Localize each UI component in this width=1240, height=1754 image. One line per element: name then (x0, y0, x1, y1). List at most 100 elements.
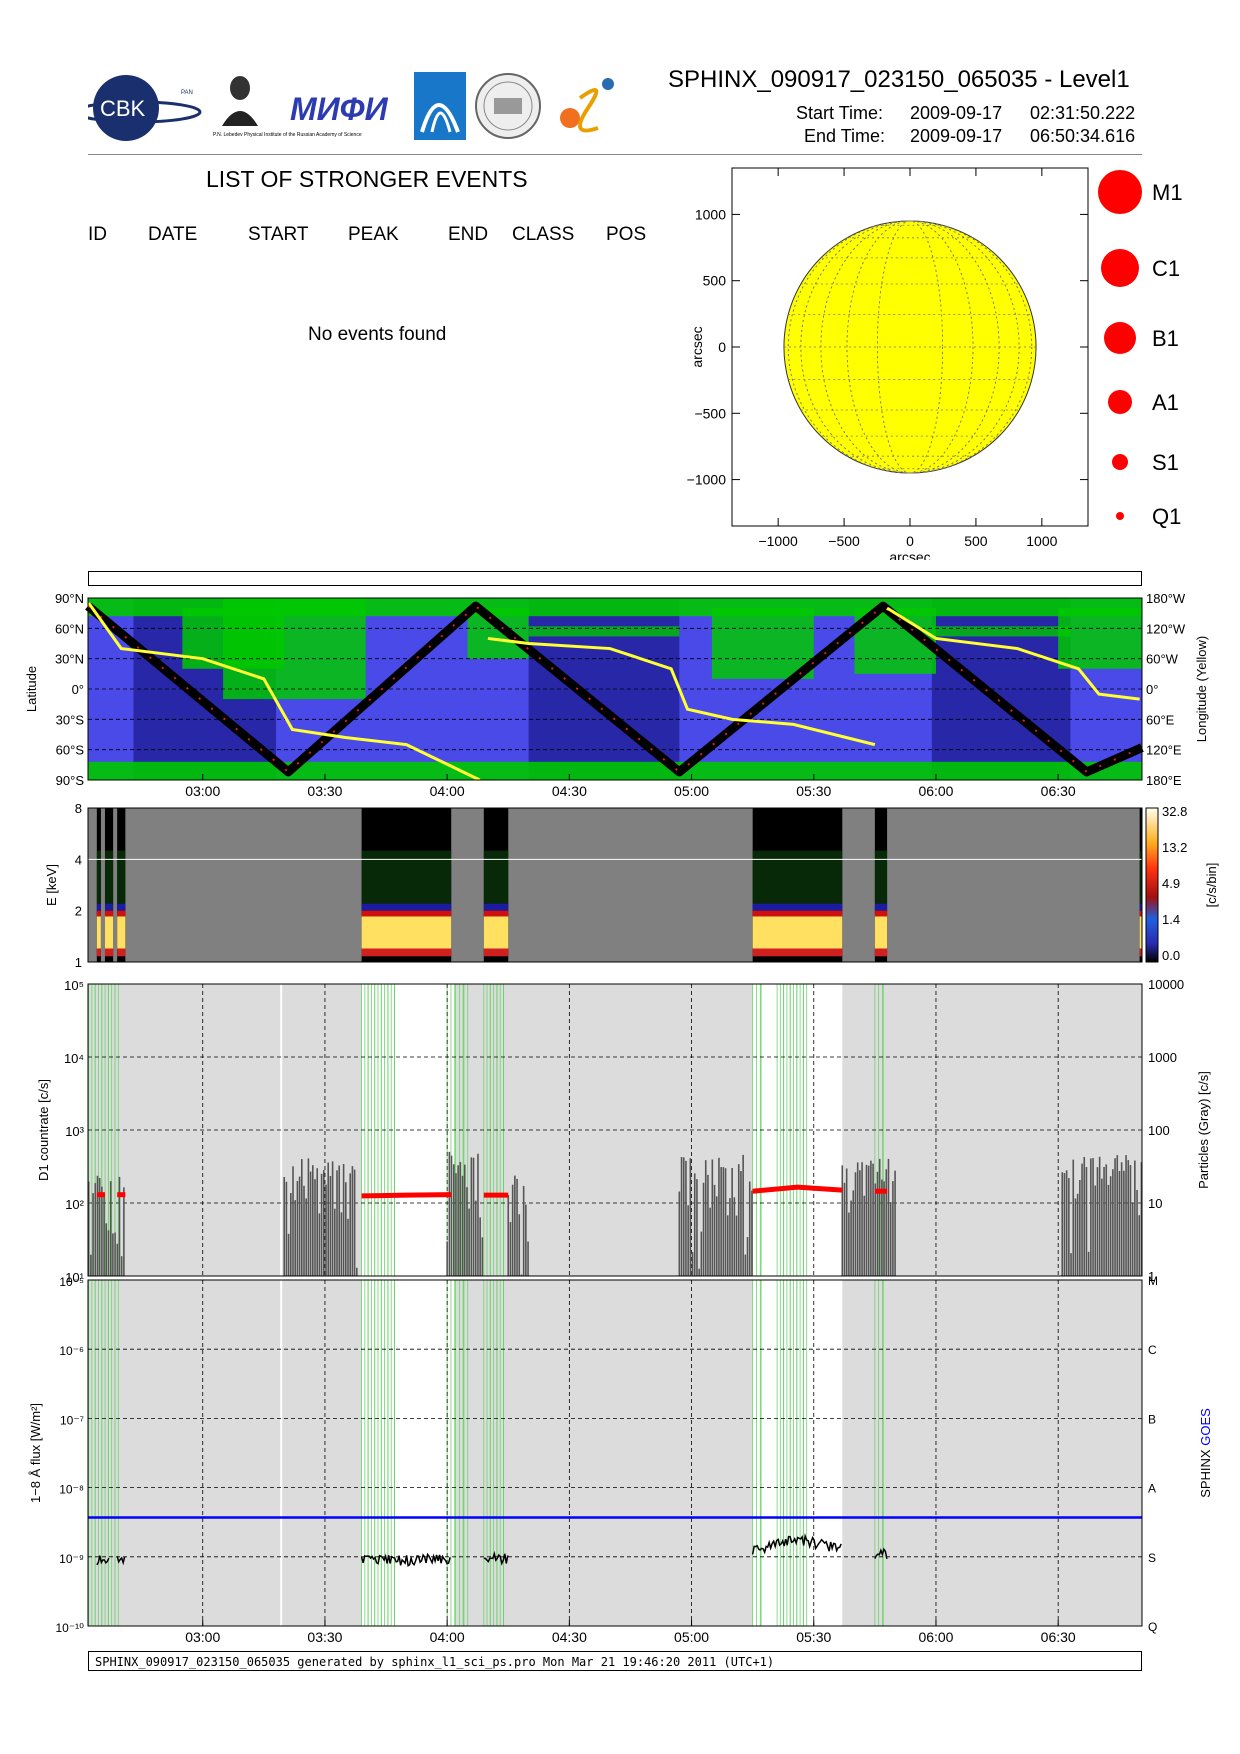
spectrum-band-yellow (96, 916, 101, 949)
disk-grid (783, 220, 1037, 474)
spectrum-band-high (483, 850, 509, 904)
spectrum-band-red (874, 910, 888, 917)
start-time: 02:31:50.222 (1030, 103, 1136, 123)
x-tick-label: −1000 (758, 533, 798, 549)
blank-bar (88, 571, 1142, 586)
spectrum-band-yellow (874, 916, 888, 949)
lat-tick-label: 0° (72, 682, 84, 697)
flux-tick-label: 10⁻⁶ (59, 1344, 84, 1358)
sphinx-flux-segment (96, 1555, 110, 1566)
orbit-x-tick-label: 05:30 (796, 783, 831, 799)
cbk-logo-text: CBK (100, 96, 146, 121)
lat-tick-label: 60°S (56, 743, 85, 758)
spectrum-band-red (104, 910, 114, 917)
spectrum-band-red (117, 910, 126, 917)
spectrum-band-red (1139, 910, 1142, 917)
spectrum-band-blue (1139, 903, 1142, 911)
meridian-line (800, 220, 1020, 474)
countrate-y-label: D1 countrate [c/s] (36, 1079, 51, 1181)
flux-frame (87, 1279, 1143, 1627)
particle-zone-patch (931, 626, 1071, 637)
sphinx-flux-segment (483, 1550, 509, 1566)
sphinx-flux-segment (874, 1547, 888, 1560)
lon-tick-label: 180°W (1146, 591, 1186, 606)
colorbar-tick-label: 13.2 (1162, 840, 1187, 855)
sphinx-flux-segment (116, 1555, 126, 1566)
lebedev-caption: P.N. Lebedev Physical Institute of the R… (213, 132, 362, 138)
spectrum-band-high (117, 850, 126, 904)
particle-zone-patch (467, 608, 529, 659)
energy-tick-label: 2 (75, 904, 82, 919)
legend-marker-m1 (1098, 170, 1142, 214)
d1-countrate-segment (361, 1192, 452, 1199)
spectrum-band-blue (874, 903, 888, 911)
countrate-tick-label: 10¹ (65, 1270, 84, 1285)
longitude-track (87, 602, 1140, 782)
flux-x-tick-label: 06:00 (918, 1629, 953, 1645)
lebedev-logo: P.N. Lebedev Physical Institute of the R… (213, 72, 362, 138)
y-tick-label: −500 (694, 405, 726, 421)
spectrum-band-high (752, 850, 843, 904)
colorbar (1145, 807, 1159, 963)
lat-tick-label: 30°N (55, 652, 84, 667)
end-date: 2009-09-17 (910, 126, 1003, 146)
spectrum-band-high (1139, 850, 1142, 904)
white-interval (451, 1280, 456, 1626)
spectrum-band-high (96, 850, 101, 904)
orbit-x-tick-label: 06:00 (918, 783, 953, 799)
flux-class-label: Q (1148, 1620, 1157, 1634)
goes-series-label: GOES (1198, 1408, 1213, 1446)
legend-marker-b1 (1104, 322, 1136, 354)
particle-y-label: Particles (Gray) [c/s] (1196, 1071, 1211, 1189)
no-events-text: No events found (308, 324, 447, 345)
energy-tick-label: 1 (75, 955, 82, 970)
spectrum-band-blue (104, 903, 114, 911)
colorbar-tick-label: 0.0 (1162, 948, 1180, 963)
colorbar-tick-label: 1.4 (1162, 912, 1180, 927)
particle-tick-label: 100 (1148, 1123, 1170, 1138)
countrate-tick-label: 10⁵ (64, 978, 84, 993)
particle-zone-south (88, 761, 1142, 780)
end-time-label: End Time: (804, 126, 886, 146)
white-interval (280, 984, 283, 1276)
x-tick-label: −500 (828, 533, 860, 549)
orbit-y-label: Latitude (24, 666, 39, 712)
page-title: SPHINX_090917_023150_065035 - Level1 (668, 66, 1130, 93)
x-axis-label: arcsec (889, 549, 930, 560)
flux-panel: 10⁻¹⁰ 10⁻⁹ 10⁻⁸ 10⁻⁷ 10⁻⁶ 10⁻⁵ Q S A B C M 1−8 Å flu… (28, 1274, 1213, 1645)
sphinx-series-label: SPHINX (1198, 1446, 1213, 1498)
flux-x-tick-label: 04:00 (430, 1629, 465, 1645)
orbit-x-tick-label: 04:00 (430, 783, 465, 799)
legend-label-m1: M1 (1152, 180, 1183, 205)
flux-class-label: B (1148, 1412, 1156, 1426)
particle-tick-label: 10 (1148, 1196, 1162, 1211)
sphinx-flux-segment (751, 1532, 842, 1555)
x-tick-label: 500 (964, 533, 988, 549)
spectrum-band-lower (752, 948, 843, 957)
spectrum-band-high (104, 850, 114, 904)
spectrum-band-yellow (483, 916, 509, 949)
y-tick-label: 500 (703, 273, 727, 289)
lon-tick-label: 60°W (1146, 652, 1179, 667)
flux-y-label: 1−8 Å flux [W/m²] (28, 1403, 43, 1503)
col-pos: POS (606, 224, 647, 245)
colorbar-label: [c/s/bin] (1204, 863, 1219, 908)
orbit-frame (87, 597, 1143, 781)
timeseries-panels: 90°N 60°N 30°N 0° 30°S 60°S 90°S 180°W 120°W 60°W… (24, 591, 1219, 1645)
y-tick-label: 1000 (695, 206, 726, 222)
spectrum-band-yellow (104, 916, 114, 949)
flux-x-tick-label: 05:30 (796, 1629, 831, 1645)
y-tick-label: 0 (718, 339, 726, 355)
x-tick-label: 0 (906, 533, 914, 549)
cbk-logo-subtext: PAN (181, 90, 193, 96)
legend-marker-s1 (1112, 454, 1128, 470)
footer-text: SPHINX_090917_023150_065035 generated by… (88, 1651, 1142, 1671)
spectrum-band-blue (361, 903, 452, 911)
flux-x-tick-label: 05:00 (674, 1629, 709, 1645)
sphinx-flux-segment (360, 1552, 451, 1567)
legend-marker-q1 (1116, 512, 1124, 520)
lat-tick-label: 90°N (55, 591, 84, 606)
logo-row: CBK PAN P.N. Lebedev Physical Institute … (74, 68, 638, 148)
countrate-frame (87, 983, 1143, 1277)
lat-tick-label: 60°N (55, 621, 84, 636)
